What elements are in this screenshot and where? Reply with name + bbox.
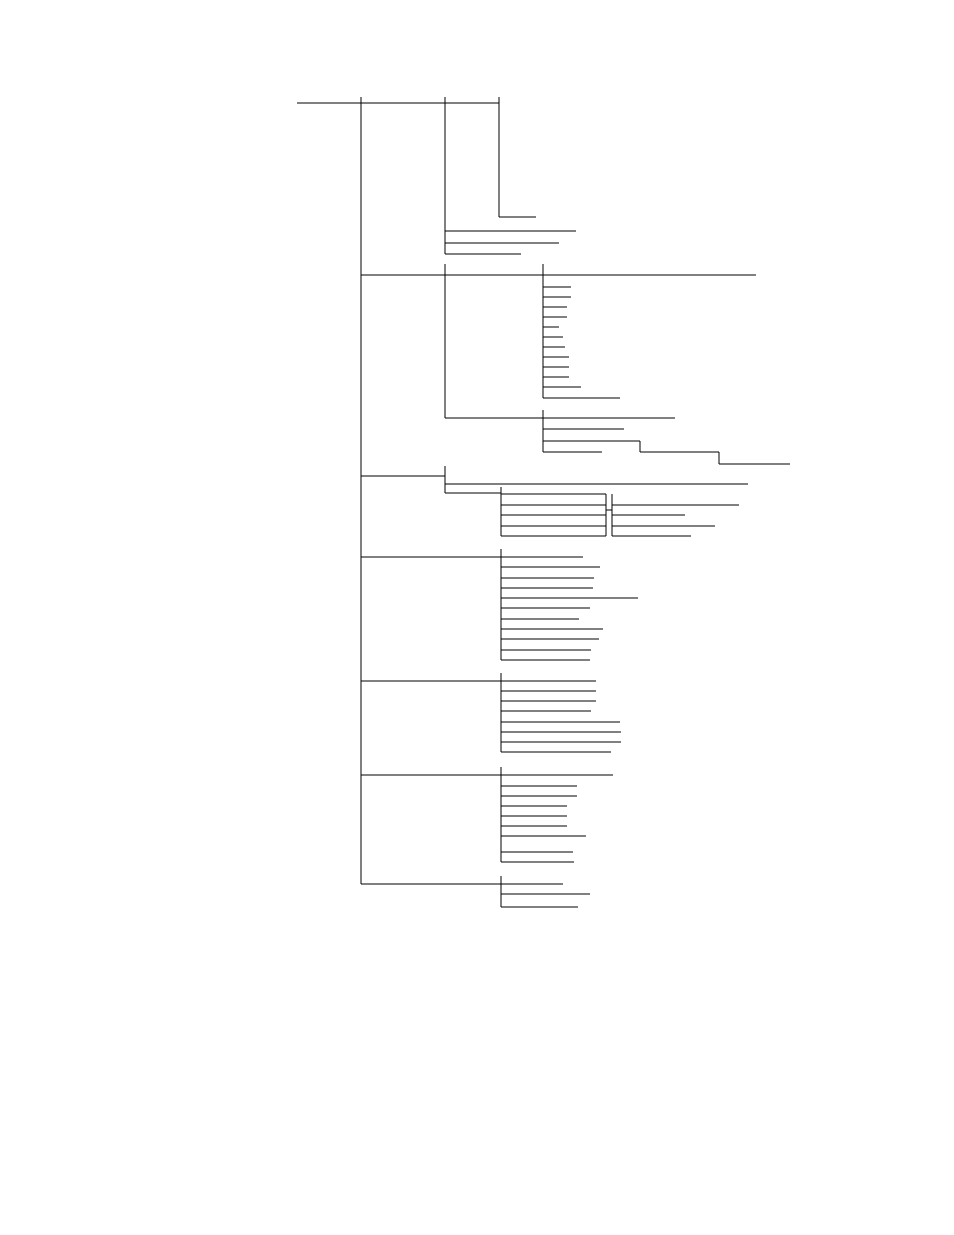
tree-connector-lines xyxy=(297,97,790,908)
